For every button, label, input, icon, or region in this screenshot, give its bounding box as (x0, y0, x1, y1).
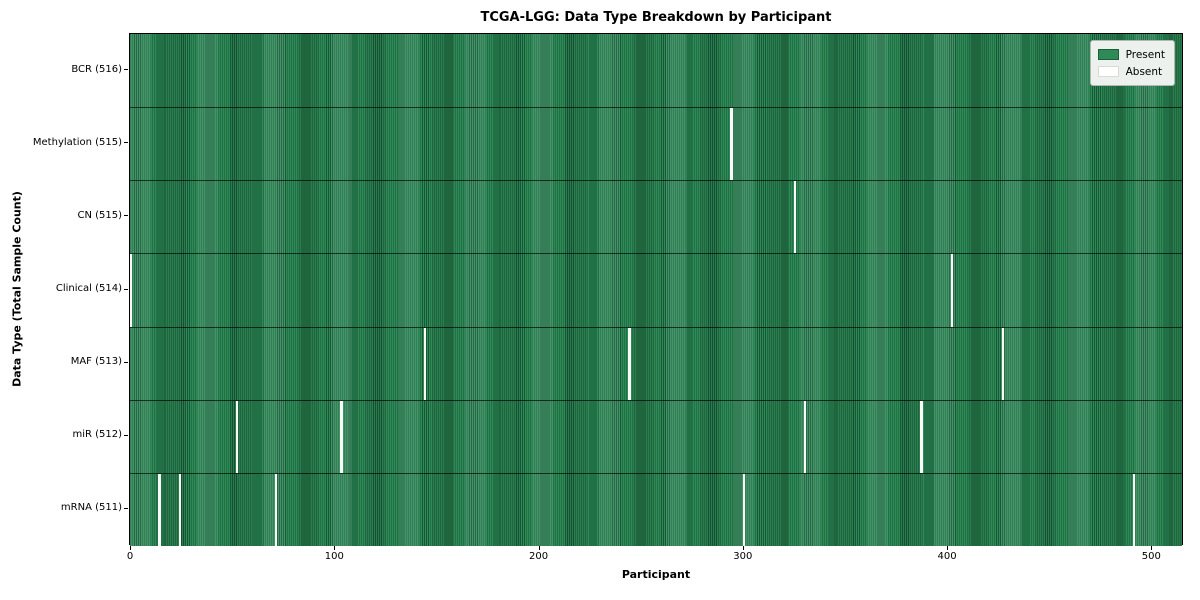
absent-mark-clinical-0 (130, 254, 133, 327)
heatmap-row-clinical (130, 253, 1182, 327)
absent-mark-cn-325 (793, 181, 797, 254)
legend-absent-swatch (1097, 66, 1119, 77)
heatmap-row-bcr (130, 34, 1182, 108)
heatmap-row-mir (130, 399, 1182, 473)
legend-present-swatch (1097, 49, 1119, 60)
heatmap-row-mrna (130, 472, 1182, 546)
x-tick-label-400: 400 (937, 551, 957, 562)
absent-mark-mrna-71 (274, 473, 278, 546)
y-tick-mark (124, 142, 128, 144)
y-tick-label-maf: MAF (513) (70, 356, 122, 368)
plot-area (129, 33, 1183, 546)
x-tick-mark (1151, 546, 1153, 550)
x-tick-mark (130, 546, 132, 550)
y-tick-label-mrna: mRNA (511) (60, 502, 122, 514)
x-tick-mark (947, 546, 949, 550)
heatmap-row-maf (130, 326, 1182, 400)
absent-mark-mrna-14 (158, 473, 161, 546)
legend-present-label: Present (1125, 48, 1165, 61)
heatmap-row-methylation (130, 107, 1182, 181)
y-tick-label-mir: miR (512) (72, 429, 122, 441)
x-tick-mark (334, 546, 336, 550)
absent-mark-clinical-402 (950, 254, 954, 327)
y-tick-mark (124, 361, 128, 363)
absent-mark-mrna-300 (742, 473, 745, 546)
absent-mark-maf-144 (423, 327, 427, 400)
y-tick-mark (124, 288, 128, 290)
absent-mark-mir-103 (340, 400, 343, 473)
absent-mark-mir-52 (236, 400, 239, 473)
y-tick-mark (124, 434, 128, 436)
x-tick-label-500: 500 (1141, 551, 1161, 562)
legend: Present Absent (1089, 40, 1175, 86)
absent-mark-mir-387 (920, 400, 923, 473)
y-tick-mark (124, 69, 128, 71)
legend-absent-label: Absent (1125, 65, 1163, 78)
legend-item-absent: Absent (1097, 63, 1165, 80)
x-tick-label-300: 300 (733, 551, 753, 562)
y-tick-label-clinical: Clinical (514) (55, 283, 122, 294)
y-tick-label-bcr: BCR (516) (71, 63, 122, 75)
absent-mark-maf-244 (628, 327, 631, 400)
legend-item-present: Present (1097, 46, 1165, 63)
y-tick-label-methylation: Methylation (515) (32, 136, 122, 148)
absent-mark-maf-427 (1002, 327, 1005, 400)
x-tick-label-100: 100 (324, 551, 344, 562)
y-tick-label-cn: CN (515) (77, 209, 122, 221)
absent-mark-methylation-294 (730, 108, 733, 181)
absent-mark-mir-330 (803, 400, 807, 473)
chart-title: TCGA-LGG: Data Type Breakdown by Partici… (480, 10, 832, 25)
y-tick-mark (124, 215, 128, 217)
absent-mark-mrna-491 (1132, 473, 1136, 546)
y-tick-mark (124, 507, 128, 509)
x-tick-label-200: 200 (529, 551, 549, 562)
x-tick-mark (742, 546, 744, 550)
absent-mark-mrna-24 (178, 473, 182, 546)
x-axis-label: Participant (621, 568, 691, 581)
x-tick-mark (538, 546, 540, 550)
heatmap-row-cn (130, 180, 1182, 254)
x-tick-label-0: 0 (126, 551, 134, 562)
